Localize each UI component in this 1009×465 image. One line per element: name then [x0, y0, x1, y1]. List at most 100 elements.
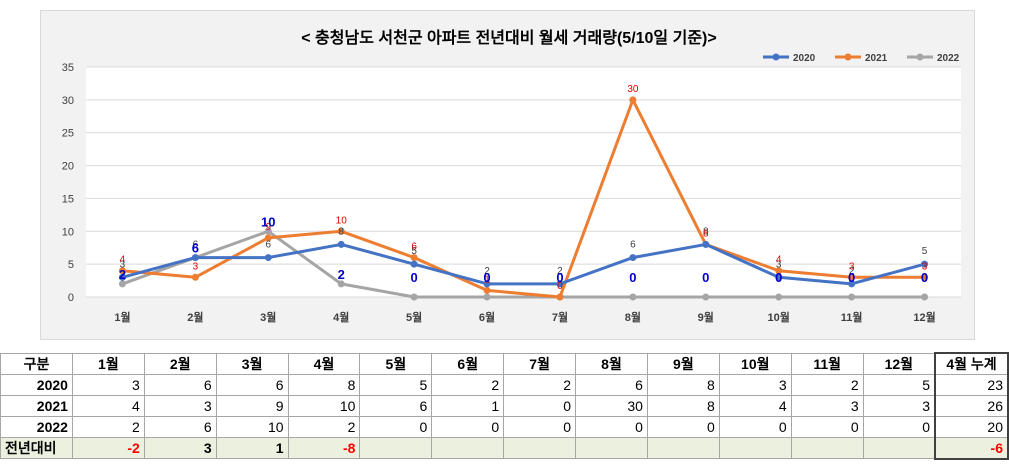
table-cell: 6	[359, 395, 433, 417]
data-point-2021	[410, 254, 418, 262]
y-tick-label: 30	[62, 95, 74, 107]
data-point-2022	[921, 293, 929, 301]
y-tick-label: 35	[62, 62, 74, 74]
x-tick-label: 6월	[479, 310, 495, 324]
header-cell: 2월	[143, 352, 217, 375]
data-label-2021: 4	[120, 255, 126, 266]
data-point-2022	[410, 293, 418, 301]
data-label-2021: 10	[336, 215, 348, 226]
table-row-2022: 2022 2 6 10 2 0 0 0 0 0 0 0 0 20	[0, 416, 1009, 438]
x-tick-label: 5월	[406, 310, 422, 324]
data-label-2022: 0	[629, 270, 636, 285]
table-cell: 0	[718, 416, 792, 438]
header-cell: 9월	[646, 352, 720, 375]
data-label-2021: 3	[922, 261, 928, 272]
table-cell: 6	[143, 374, 217, 396]
table-cell: 0	[646, 416, 720, 438]
legend-marker-2022	[916, 53, 924, 61]
table-cell	[646, 437, 720, 459]
data-point-2022	[629, 293, 637, 301]
x-tick-label: 12월	[913, 310, 935, 324]
table-cell: 6	[143, 416, 217, 438]
data-label-2021: 3	[849, 261, 855, 272]
data-label-2021: 9	[266, 222, 272, 233]
header-cell: 7월	[503, 352, 577, 375]
data-point-2021	[264, 234, 272, 242]
table-cell: 6	[575, 374, 648, 396]
table-cell	[359, 437, 433, 459]
data-point-2020	[556, 280, 564, 288]
x-tick-label: 1월	[114, 310, 130, 324]
x-tick-label: 11월	[841, 310, 863, 324]
table-cell: 10	[287, 395, 361, 417]
x-tick-label: 2월	[187, 310, 203, 324]
table-cell	[718, 437, 792, 459]
data-point-2020	[118, 273, 126, 281]
table-cell: 2	[790, 374, 864, 396]
table-cell: 2	[71, 416, 145, 438]
table-cell	[575, 437, 648, 459]
y-tick-label: 10	[62, 226, 74, 238]
table-cell: 1	[431, 395, 505, 417]
data-label-2022: 2	[119, 267, 126, 282]
row-label: 2022	[0, 416, 73, 438]
table-cell: 6	[215, 374, 289, 396]
data-label-2021: 3	[193, 261, 199, 272]
data-point-2020	[337, 240, 345, 248]
table-cell: 4	[718, 395, 792, 417]
header-cell: 8월	[575, 352, 648, 375]
chart-area: 0 5 10 15 20 25 30 35 1월 2월 3월 4월 5월 6월 7월 8월 9월 10월 11월 12…	[40, 10, 975, 340]
table-cell: 0	[503, 395, 577, 417]
table-cell: -8	[287, 437, 361, 459]
x-tick-label: 8월	[625, 310, 641, 324]
legend-marker-2021	[844, 53, 852, 61]
data-point-2022	[118, 280, 126, 288]
header-cell: 12월	[862, 352, 936, 375]
table-cell: 3	[71, 374, 145, 396]
legend-label: 2020	[793, 53, 816, 64]
y-tick-label: 5	[68, 259, 74, 271]
table-cell: 0	[503, 416, 577, 438]
table-cell	[503, 437, 577, 459]
data-label-2022: 0	[556, 270, 563, 285]
table-cell: 3	[790, 395, 864, 417]
data-label-2022: 0	[921, 270, 928, 285]
table-cell: 4	[71, 395, 145, 417]
table-cell: 0	[431, 416, 505, 438]
data-point-2020	[848, 280, 856, 288]
table-cell: 5	[359, 374, 433, 396]
data-label-2020: 3	[776, 259, 782, 270]
x-tick-label: 10월	[768, 310, 790, 324]
data-point-2020	[775, 273, 783, 281]
data-label-2022: 0	[411, 270, 418, 285]
data-point-2021	[848, 273, 856, 281]
table-cell: 3	[143, 395, 217, 417]
data-point-2021	[118, 267, 126, 275]
table-cell: 0	[359, 416, 433, 438]
data-point-2022	[264, 227, 272, 235]
x-tick-label: 9월	[698, 310, 714, 324]
header-cell-cumulative: 4월 누계	[934, 352, 1009, 375]
data-label-2020: 2	[484, 266, 490, 277]
data-point-2021	[629, 96, 637, 104]
data-point-2022	[848, 293, 856, 301]
data-label-2021: 4	[776, 255, 782, 266]
data-label-2020: 8	[338, 226, 344, 237]
data-point-2020	[921, 260, 929, 268]
row-label: 전년대비	[0, 437, 73, 459]
data-label-2020: 5	[411, 246, 417, 257]
legend-marker-2020	[772, 53, 780, 61]
data-label-2020: 2	[557, 266, 563, 277]
series-line-2022	[121, 229, 925, 299]
header-cell: 5월	[359, 352, 433, 375]
y-tick-label: 0	[68, 292, 74, 304]
data-point-2021	[337, 227, 345, 235]
table-cell: 5	[862, 374, 936, 396]
data-label-2022: 0	[848, 270, 855, 285]
y-tick-label: 15	[62, 193, 74, 205]
table-cell: 0	[790, 416, 864, 438]
y-tick-label: 20	[62, 161, 74, 173]
series-line-2020	[122, 242, 925, 286]
header-cell: 구분	[0, 352, 73, 375]
